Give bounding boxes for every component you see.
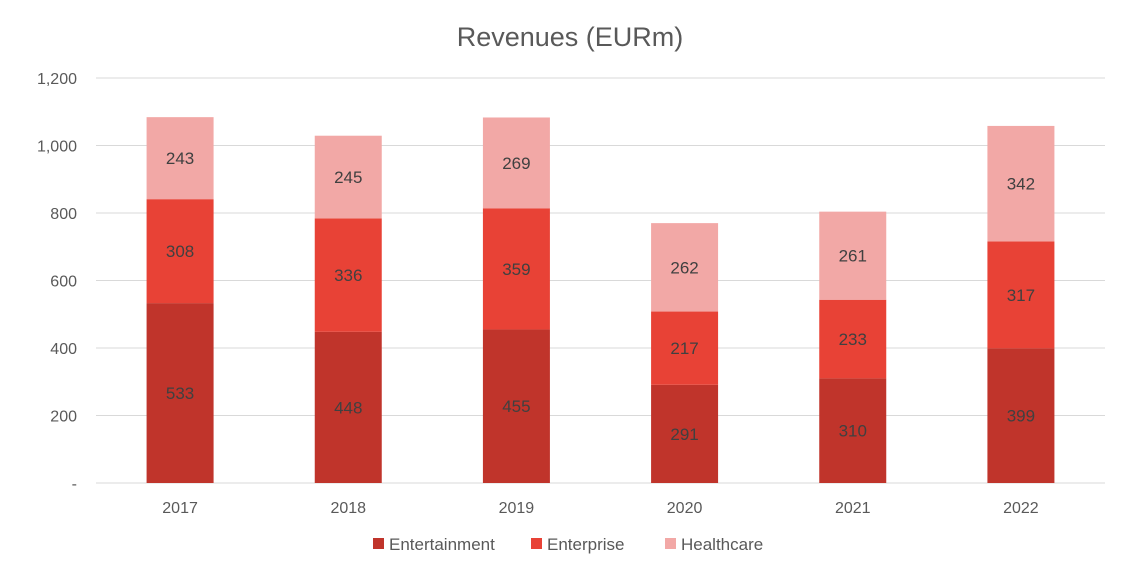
- bar-enterprise-2019: [482, 208, 550, 330]
- y-tick-label: 1,200: [37, 71, 77, 88]
- data-label-entertainment-2017: 533: [166, 384, 194, 403]
- data-label-healthcare-2018: 245: [334, 168, 362, 187]
- y-tick-label: 600: [50, 274, 77, 291]
- data-label-enterprise-2017: 308: [166, 242, 194, 261]
- chart-title: Revenues (EURm): [457, 22, 684, 52]
- data-label-healthcare-2020: 262: [670, 258, 698, 277]
- bar-healthcare-2019: [482, 117, 550, 209]
- data-label-enterprise-2019: 359: [502, 260, 530, 279]
- legend-swatch-enterprise: [531, 538, 542, 549]
- bars: [146, 117, 1055, 483]
- x-tick-label: 2020: [667, 500, 703, 517]
- legend-label-healthcare: Healthcare: [681, 535, 763, 554]
- bar-healthcare-2017: [146, 117, 214, 200]
- y-tick-label: -: [72, 476, 77, 493]
- data-label-healthcare-2019: 269: [502, 154, 530, 173]
- x-tick-label: 2018: [330, 500, 366, 517]
- x-axis-tick-labels: 2017 2018 2019 2020 2021 2022: [162, 500, 1039, 517]
- data-label-entertainment-2022: 399: [1007, 407, 1035, 426]
- legend: Entertainment Enterprise Healthcare: [373, 535, 763, 554]
- bar-entertainment-2020: [651, 384, 719, 483]
- data-label-enterprise-2018: 336: [334, 266, 362, 285]
- bar-healthcare-2022: [987, 125, 1055, 242]
- data-label-entertainment-2019: 455: [502, 397, 530, 416]
- data-label-healthcare-2021: 261: [839, 247, 867, 266]
- x-tick-label: 2021: [835, 500, 871, 517]
- bar-entertainment-2019: [482, 329, 550, 483]
- bar-entertainment-2021: [819, 378, 887, 483]
- y-tick-label: 400: [50, 341, 77, 358]
- bar-healthcare-2020: [651, 223, 719, 312]
- gridlines: [96, 77, 1105, 484]
- x-tick-label: 2019: [499, 500, 535, 517]
- data-label-entertainment-2018: 448: [334, 398, 362, 417]
- data-label-enterprise-2020: 217: [670, 339, 698, 358]
- data-label-entertainment-2021: 310: [839, 422, 867, 441]
- x-tick-label: 2017: [162, 500, 198, 517]
- data-label-enterprise-2021: 233: [839, 330, 867, 349]
- bar-healthcare-2021: [819, 211, 887, 300]
- x-tick-label: 2022: [1003, 500, 1039, 517]
- y-tick-label: 200: [50, 409, 77, 426]
- y-axis-tick-labels: - 200 400 600 800 1,000 1,200: [37, 71, 77, 493]
- legend-label-enterprise: Enterprise: [547, 535, 624, 554]
- bar-healthcare-2018: [314, 135, 382, 219]
- data-label-healthcare-2017: 243: [166, 149, 194, 168]
- legend-swatch-healthcare: [665, 538, 676, 549]
- y-tick-label: 800: [50, 206, 77, 223]
- bar-entertainment-2017: [146, 303, 214, 483]
- bar-entertainment-2022: [987, 348, 1055, 483]
- bar-enterprise-2022: [987, 241, 1055, 349]
- bar-enterprise-2017: [146, 199, 214, 304]
- data-labels: 533 308 243 448 336 245 455 359 269 291 217 262 310 2…: [166, 149, 1035, 444]
- legend-label-entertainment: Entertainment: [389, 535, 495, 554]
- bar-enterprise-2020: [651, 311, 719, 385]
- bar-enterprise-2018: [314, 218, 382, 332]
- data-label-entertainment-2020: 291: [670, 425, 698, 444]
- bar-entertainment-2018: [314, 331, 382, 483]
- y-tick-label: 1,000: [37, 139, 77, 156]
- data-label-healthcare-2022: 342: [1007, 175, 1035, 194]
- bar-enterprise-2021: [819, 299, 887, 379]
- legend-swatch-entertainment: [373, 538, 384, 549]
- data-label-enterprise-2022: 317: [1007, 286, 1035, 305]
